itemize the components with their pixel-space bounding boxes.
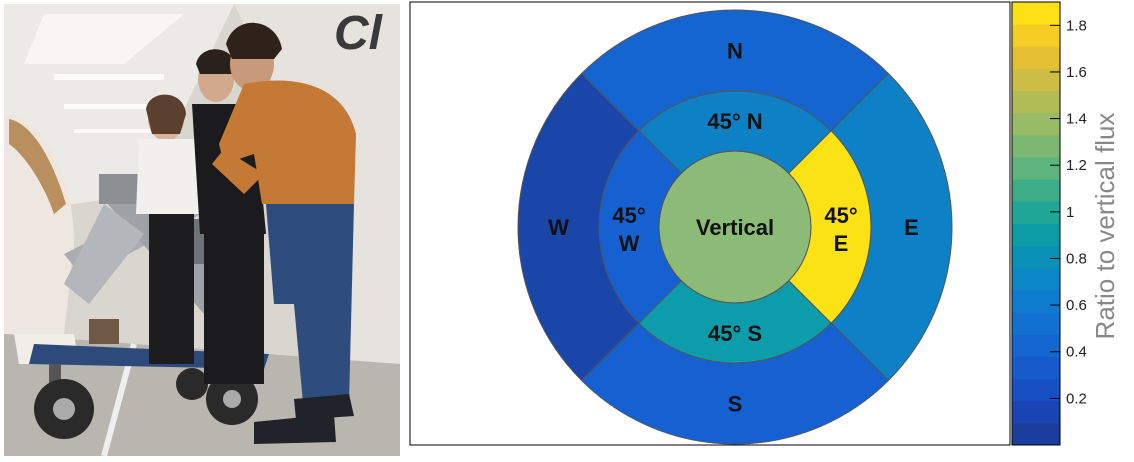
colorbar-step [1012, 289, 1060, 313]
colorbar: 0.2 0.4 0.6 0.8 1 1.2 1.4 1.6 1.8 [1011, 1, 1087, 446]
colorbar-tick-label: 1.8 [1066, 17, 1087, 34]
colorbar-step [1012, 24, 1060, 47]
sector-s [580, 322, 890, 445]
colorbar-step [1012, 378, 1060, 402]
colorbar-step [1012, 134, 1060, 158]
colorbar-step [1012, 68, 1060, 92]
colorbar-tick-label: 0.2 [1066, 390, 1087, 407]
colorbar-step [1012, 356, 1060, 380]
colorbar-frame [1011, 1, 1061, 446]
photo-panel: Cl [4, 4, 400, 456]
sectors-layer [517, 9, 953, 445]
sector-e [830, 72, 953, 382]
colorbar-tick-label: 1.4 [1066, 111, 1087, 128]
sector-label-vertical: Vertical [696, 215, 774, 240]
sector-labels: Vertical 45° N 45° E 45° S 45° W N E S W [548, 39, 919, 417]
chart-panel: Vertical 45° N 45° E 45° S 45° W N E S W 0.2 0.4 0.6… [408, 0, 1134, 457]
colorbar-step [1012, 201, 1060, 224]
sector-n [580, 9, 890, 132]
sector-label-45-s: 45° S [708, 321, 762, 346]
sector-label-45-w: 45° W [612, 203, 645, 256]
colorbar-step [1012, 267, 1060, 291]
colorbar-tick-label: 0.6 [1066, 297, 1087, 314]
sector-w [517, 72, 640, 382]
colorbar-step [1012, 46, 1060, 69]
colorbar-step [1012, 422, 1060, 446]
sector-label-45-e: 45° E [824, 203, 857, 256]
colorbar-step [1012, 400, 1060, 424]
colorbar-tick-label: 0.8 [1066, 250, 1087, 267]
colorbar-tick-label: 0.4 [1066, 344, 1087, 361]
colorbar-step [1012, 112, 1060, 136]
sector-label-n: N [727, 39, 743, 64]
colorbar-label: Ratio to vertical flux [1090, 113, 1120, 340]
sector-heatmap: Vertical 45° N 45° E 45° S 45° W N E S W 0.2 0.4 0.6… [409, 1, 1120, 446]
measurement-photo: Cl [4, 4, 400, 456]
colorbar-step [1012, 90, 1060, 114]
colorbar-step [1012, 312, 1060, 335]
colorbar-step [1012, 179, 1060, 202]
colorbar-tick-label: 1 [1066, 204, 1074, 221]
colorbar-tick-label: 1.6 [1066, 64, 1087, 81]
colorbar-step [1012, 334, 1060, 357]
colorbar-step [1012, 157, 1060, 180]
sector-label-45-n: 45° N [707, 109, 762, 134]
svg-text:Cl: Cl [334, 7, 384, 60]
colorbar-step [1012, 2, 1060, 25]
sector-label-e: E [904, 215, 919, 240]
colorbar-step [1012, 223, 1060, 247]
colorbar-step [1012, 245, 1060, 269]
sector-label-w: W [548, 215, 569, 240]
colorbar-tick-label: 1.2 [1066, 157, 1087, 174]
sector-label-s: S [728, 392, 743, 417]
